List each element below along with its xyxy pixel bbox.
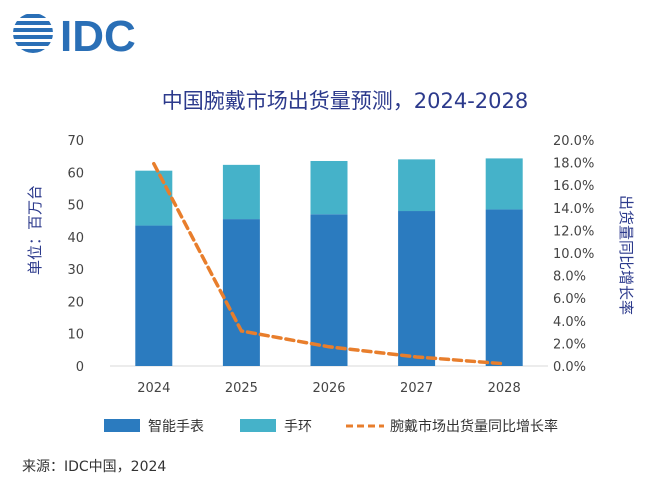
legend-label-smartwatch: 智能手表 bbox=[148, 419, 204, 435]
bar-smartwatch-2025 bbox=[222, 219, 260, 366]
y-tick-label: 60 bbox=[67, 166, 84, 181]
y2-tick-label: 8.0% bbox=[553, 270, 586, 285]
y-tick-label: 10 bbox=[67, 328, 84, 343]
bar-smartwatch-2028 bbox=[485, 209, 523, 366]
idc-logo: IDC bbox=[13, 12, 136, 61]
y2-tick-label: 14.0% bbox=[553, 202, 594, 217]
chart-title: 中国腕戴市场出货量预测，2024-2028 bbox=[162, 89, 528, 113]
legend-label-band: 手环 bbox=[284, 419, 312, 435]
y-tick-label: 20 bbox=[67, 295, 84, 310]
growth-line bbox=[152, 161, 506, 366]
bar-band-2025 bbox=[222, 164, 260, 220]
y2-tick-label: 18.0% bbox=[553, 157, 594, 172]
y-tick-label: 50 bbox=[67, 199, 84, 214]
y2-tick-label: 0.0% bbox=[553, 360, 586, 375]
x-tick-label: 2027 bbox=[400, 381, 433, 396]
y-tick-label: 40 bbox=[67, 231, 84, 246]
y-axis-label: 单位：百万台 bbox=[26, 185, 44, 275]
y-axis-ticks: 0 10 20 30 40 50 60 70 bbox=[67, 134, 84, 375]
legend-swatch-smartwatch bbox=[104, 419, 140, 432]
y2-tick-label: 10.0% bbox=[553, 247, 594, 262]
y2-tick-label: 16.0% bbox=[553, 179, 594, 194]
bar-smartwatch-2024 bbox=[135, 225, 173, 366]
bar-series bbox=[135, 158, 523, 366]
y2-axis-label: 出货量同比增长率 bbox=[617, 195, 635, 315]
source-note: 来源：IDC中国，2024 bbox=[22, 459, 166, 475]
y-tick-label: 30 bbox=[67, 263, 84, 278]
x-tick-label: 2025 bbox=[225, 381, 258, 396]
growth-line-series bbox=[152, 161, 506, 366]
y-tick-label: 70 bbox=[67, 134, 84, 149]
bar-band-2028 bbox=[485, 158, 523, 210]
x-tick-label: 2024 bbox=[137, 381, 170, 396]
y2-tick-label: 2.0% bbox=[553, 337, 586, 352]
y2-axis-ticks: 0.0% 2.0% 4.0% 6.0% 8.0% 10.0% 12.0% 14.0% 16.0%… bbox=[553, 134, 594, 375]
y-tick-label: 0 bbox=[76, 360, 84, 375]
bar-smartwatch-2026 bbox=[310, 214, 348, 366]
y2-tick-label: 4.0% bbox=[553, 315, 586, 330]
x-axis-ticks: 2024 2025 2026 2027 2028 bbox=[137, 381, 520, 396]
globe-icon bbox=[13, 14, 53, 53]
bar-band-2027 bbox=[398, 159, 436, 212]
y2-tick-label: 6.0% bbox=[553, 292, 586, 307]
x-tick-label: 2028 bbox=[488, 381, 521, 396]
legend-label-growth-line: 腕戴市场出货量同比增长率 bbox=[390, 418, 558, 435]
y2-tick-label: 20.0% bbox=[553, 134, 594, 149]
logo-text: IDC bbox=[60, 12, 136, 61]
x-tick-label: 2026 bbox=[312, 381, 345, 396]
legend: 智能手表 手环 腕戴市场出货量同比增长率 bbox=[104, 418, 558, 435]
y2-tick-label: 12.0% bbox=[553, 224, 594, 239]
bar-smartwatch-2027 bbox=[398, 211, 436, 366]
bar-band-2026 bbox=[310, 160, 348, 215]
legend-swatch-band bbox=[240, 419, 276, 432]
bar-band-2024 bbox=[135, 170, 173, 226]
